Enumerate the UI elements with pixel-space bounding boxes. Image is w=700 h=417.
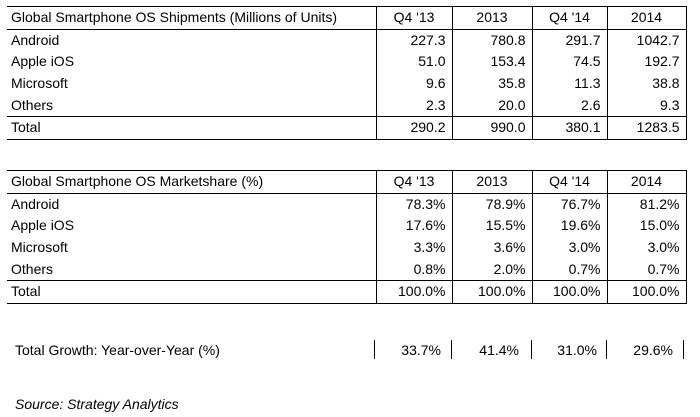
- column-divider: [683, 340, 684, 359]
- cell-value: 0.7%: [531, 258, 607, 281]
- total-value: 380.1: [531, 116, 607, 140]
- shipments-col-2014: 2014: [606, 6, 687, 30]
- growth-value-2013: 41.4%: [479, 342, 519, 358]
- cell-value: 9.6: [375, 72, 452, 95]
- shipments-col-q4-14: Q4 '14: [531, 6, 607, 30]
- row-label: Android: [11, 195, 60, 212]
- cell-value: 0.7%: [606, 258, 687, 281]
- cell-value: 15.0%: [606, 215, 687, 237]
- shipments-title: Global Smartphone OS Shipments (Millions…: [11, 9, 338, 26]
- cell-value: 76.7%: [531, 193, 607, 216]
- table-row: Apple iOS 51.0 153.4 74.5 192.7: [7, 51, 687, 73]
- column-divider: [606, 340, 607, 359]
- table-row: Others 2.3 20.0 2.6 9.3: [7, 94, 687, 117]
- total-label: Total: [11, 283, 41, 300]
- table-row: Android 78.3% 78.9% 76.7% 81.2%: [7, 193, 687, 216]
- shipments-col-q4-13: Q4 '13: [375, 6, 452, 30]
- total-value: 100.0%: [531, 280, 607, 304]
- total-value: 990.0: [451, 116, 532, 140]
- cell-value: 2.3: [375, 94, 452, 117]
- cell-value: 2.6: [531, 94, 607, 117]
- row-label: Android: [11, 31, 60, 48]
- cell-value: 11.3: [531, 72, 607, 95]
- column-divider: [531, 340, 532, 359]
- cell-value: 78.9%: [451, 193, 532, 216]
- shipments-col-2013: 2013: [451, 6, 532, 30]
- cell-value: 51.0: [375, 51, 452, 73]
- cell-value: 2.0%: [451, 258, 532, 281]
- total-row: Total 290.2 990.0 380.1 1283.5: [7, 116, 687, 140]
- row-label: Apple iOS: [11, 53, 75, 70]
- growth-value-2014: 29.6%: [633, 342, 673, 358]
- shipments-table: Global Smartphone OS Shipments (Millions…: [7, 6, 687, 140]
- growth-value-q4-14: 31.0%: [557, 342, 597, 358]
- marketshare-title: Global Smartphone OS Marketshare (%): [11, 173, 264, 190]
- total-value: 100.0%: [606, 280, 687, 304]
- cell-value: 227.3: [375, 29, 452, 52]
- cell-value: 17.6%: [375, 215, 452, 237]
- total-value: 100.0%: [375, 280, 452, 304]
- marketshare-col-2013: 2013: [451, 170, 532, 194]
- cell-value: 19.6%: [531, 215, 607, 237]
- column-divider: [374, 340, 375, 359]
- marketshare-col-q4-13: Q4 '13: [375, 170, 452, 194]
- cell-value: 192.7: [606, 51, 687, 73]
- cell-value: 780.8: [451, 29, 532, 52]
- growth-row: Total Growth: Year-over-Year (%) 33.7% 4…: [11, 338, 691, 362]
- row-label: Microsoft: [11, 75, 68, 92]
- row-label: Apple iOS: [11, 217, 75, 234]
- marketshare-header-row: Global Smartphone OS Marketshare (%) Q4 …: [7, 170, 687, 194]
- total-label: Total: [11, 119, 41, 136]
- source-note: Source: Strategy Analytics: [15, 396, 179, 412]
- cell-value: 1042.7: [606, 29, 687, 52]
- cell-value: 3.6%: [451, 236, 532, 259]
- shipments-header-row: Global Smartphone OS Shipments (Millions…: [7, 6, 687, 30]
- cell-value: 3.3%: [375, 236, 452, 259]
- cell-value: 20.0: [451, 94, 532, 117]
- cell-value: 81.2%: [606, 193, 687, 216]
- table-row: Apple iOS 17.6% 15.5% 19.6% 15.0%: [7, 215, 687, 237]
- cell-value: 3.0%: [606, 236, 687, 259]
- growth-label: Total Growth: Year-over-Year (%): [15, 342, 220, 358]
- column-divider: [451, 340, 452, 359]
- cell-value: 153.4: [451, 51, 532, 73]
- growth-value-q4-13: 33.7%: [401, 342, 441, 358]
- row-label: Microsoft: [11, 239, 68, 256]
- total-value: 1283.5: [606, 116, 687, 140]
- cell-value: 35.8: [451, 72, 532, 95]
- marketshare-col-2014: 2014: [606, 170, 687, 194]
- cell-value: 291.7: [531, 29, 607, 52]
- cell-value: 9.3: [606, 94, 687, 117]
- table-row: Android 227.3 780.8 291.7 1042.7: [7, 29, 687, 52]
- cell-value: 38.8: [606, 72, 687, 95]
- total-value: 100.0%: [451, 280, 532, 304]
- cell-value: 0.8%: [375, 258, 452, 281]
- cell-value: 78.3%: [375, 193, 452, 216]
- cell-value: 3.0%: [531, 236, 607, 259]
- total-row: Total 100.0% 100.0% 100.0% 100.0%: [7, 280, 687, 304]
- table-row: Microsoft 9.6 35.8 11.3 38.8: [7, 72, 687, 95]
- row-label: Others: [11, 96, 54, 113]
- cell-value: 74.5: [531, 51, 607, 73]
- marketshare-col-q4-14: Q4 '14: [531, 170, 607, 194]
- table-row: Microsoft 3.3% 3.6% 3.0% 3.0%: [7, 236, 687, 259]
- marketshare-table: Global Smartphone OS Marketshare (%) Q4 …: [7, 170, 687, 304]
- table-row: Others 0.8% 2.0% 0.7% 0.7%: [7, 258, 687, 281]
- cell-value: 15.5%: [451, 215, 532, 237]
- total-value: 290.2: [375, 116, 452, 140]
- row-label: Others: [11, 260, 54, 277]
